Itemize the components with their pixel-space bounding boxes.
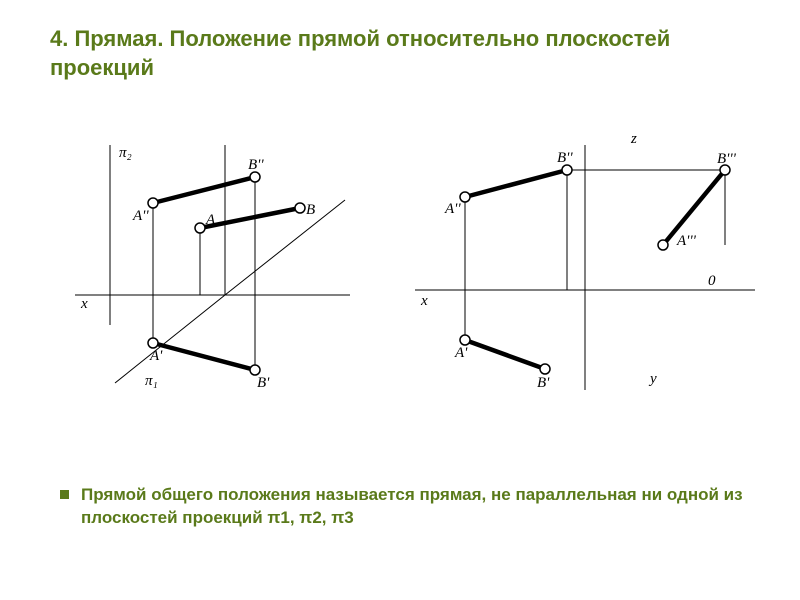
- svg-text:A'': A'': [132, 208, 149, 224]
- svg-text:B'': B'': [557, 150, 573, 166]
- svg-text:x: x: [80, 296, 88, 312]
- bullet-text: Прямой общего положения называется пряма…: [81, 484, 760, 530]
- svg-text:B'': B'': [248, 157, 264, 173]
- svg-text:y: y: [648, 371, 657, 387]
- svg-text:π₂: π₂: [119, 145, 132, 161]
- bullet-icon: [60, 490, 69, 499]
- svg-text:A''': A''': [676, 233, 697, 249]
- svg-text:π₁: π₁: [145, 373, 158, 389]
- svg-text:A: A: [205, 212, 216, 228]
- svg-text:0: 0: [708, 273, 716, 289]
- bullet-row: Прямой общего положения называется пряма…: [60, 484, 760, 530]
- svg-text:A': A': [454, 345, 468, 361]
- svg-text:B: B: [306, 202, 315, 218]
- svg-text:A': A': [149, 348, 163, 364]
- diagram-area: π₂ B'' A'' A Bx A' B' π₁ z B'' B''' A'' A''' 0 x A' B' y: [0, 125, 800, 445]
- svg-text:B': B': [537, 375, 550, 391]
- page-title: 4. Прямая. Положение прямой относительно…: [0, 0, 800, 92]
- svg-text:B''': B''': [717, 151, 737, 167]
- diagram-left: π₂ B'' A'' A Bx A' B' π₁: [55, 125, 385, 405]
- svg-text:B': B': [257, 375, 270, 391]
- svg-text:A'': A'': [444, 201, 461, 217]
- svg-text:z: z: [630, 131, 637, 147]
- diagram-right: z B'' B''' A'' A''' 0 x A' B' y: [395, 125, 775, 405]
- svg-text:x: x: [420, 293, 428, 309]
